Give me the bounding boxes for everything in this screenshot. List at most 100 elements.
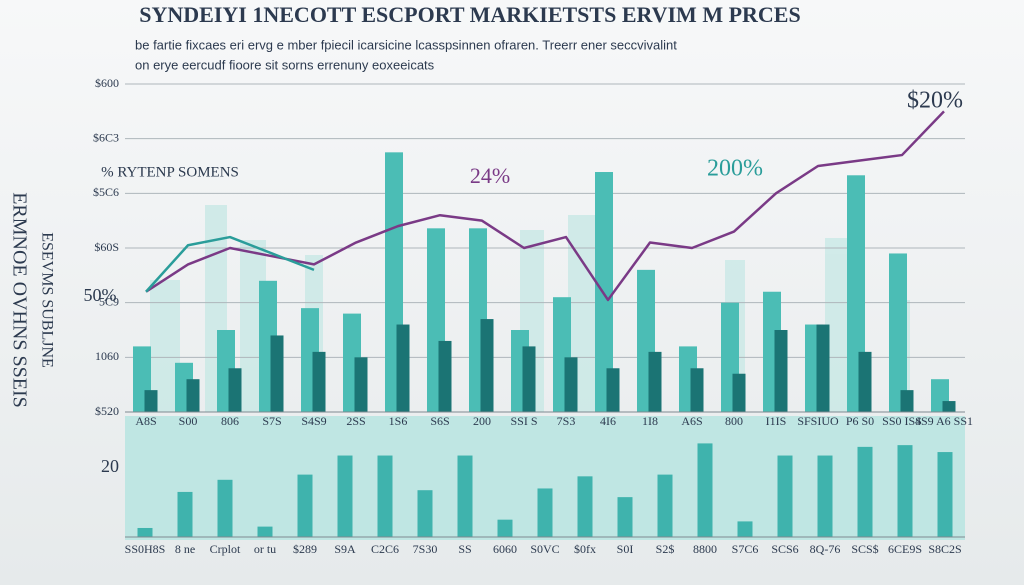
bar [186,379,200,412]
bar [657,474,673,537]
bar [144,390,158,412]
bar [889,253,907,412]
bar [606,368,620,412]
x-tick-label: S0I [617,542,634,556]
bar [396,324,410,412]
x-tick-label: A6S [681,414,702,428]
x-tick-label: 7S3 [557,414,576,428]
x-tick-label: 2SS [346,414,365,428]
annotation: 24% [470,163,510,188]
bar [817,455,833,537]
annotation: $20% [907,88,963,114]
bar [777,455,793,537]
bar [457,455,473,537]
annotation: 200% [707,156,763,182]
bar [177,491,193,537]
x-tick-label: S4S9 [301,414,326,428]
bar [537,488,553,537]
bar [297,474,313,537]
bar [897,445,913,537]
annotation: 50% [84,285,117,305]
bar [257,526,273,537]
y-tick-label: $600 [95,76,119,90]
bar [337,455,353,537]
y-tick-label: 1060 [95,349,119,363]
line [145,110,945,302]
bar [737,521,753,537]
subtitle: be fartie fixcaes eri ervg e mber fpieci… [135,37,677,52]
y-tick-label: 5C9 [99,294,119,308]
x-tick-label: I1IS [766,414,787,428]
x-tick-label: 8Q-76 [810,542,841,556]
x-tick-label: 1I8 [642,414,658,428]
x-tick-label: S00 [179,414,198,428]
bar [354,357,368,412]
x-tick-label: or tu [254,542,276,556]
x-tick-label: S7S [262,414,281,428]
x-tick-label: SS [458,542,471,556]
x-tick-label: Crplot [210,542,241,556]
x-tick-label: S2$ [656,542,675,556]
bar [417,490,433,537]
bar [522,346,536,412]
x-tick-label: 200 [473,414,491,428]
bar [858,351,872,412]
subtitle: on erye eercudf fioore sit sorns errenun… [135,57,435,72]
x-tick-label: 800 [725,414,743,428]
y-tick-label: $60S [94,240,119,254]
x-tick-label: SFSIUO [797,414,839,428]
bar [648,351,662,412]
x-tick-label: 7S30 [413,542,438,556]
bar [217,479,233,537]
bar [480,319,494,412]
bar [564,357,578,412]
bar [816,324,830,412]
bar [690,368,704,412]
bar [228,368,242,412]
chart-title: SYNDEIYI 1NECOTT ESCPORT MARKIETSTS ERVI… [139,2,800,27]
bar [857,446,873,537]
x-tick-label: SCS$ [851,542,878,556]
x-tick-label: S0VC [530,542,559,556]
x-tick-label: 806 [221,414,239,428]
y-axis-label: ERMNOE OVHNS SSEIS [8,192,30,408]
x-tick-label: SSI S [510,414,537,428]
bar [312,351,326,412]
x-tick-label: S7C6 [732,542,759,556]
annotation: % RYTENP SOMENS [101,164,239,180]
bar [937,452,953,537]
bar [697,443,713,537]
bar [270,335,284,412]
x-tick-label: 1S6 [389,414,408,428]
x-tick-label: SS0 ISS [882,414,922,428]
bar [732,373,746,412]
y-axis-sublabel: ESEVMS SUBLJNE [38,232,55,368]
x-tick-label: A8S [135,414,156,428]
line [145,235,315,293]
bar [377,455,393,537]
bar [774,330,788,412]
y-tick-label: $520 [95,404,119,418]
x-tick-label: S9A [334,542,356,556]
x-tick-label: $289 [293,542,317,556]
y-tick-label: $6C3 [93,130,119,144]
bar [497,519,513,537]
x-tick-label: 8800 [693,542,717,556]
bar [577,476,593,537]
bar [617,497,633,537]
bar [942,401,956,412]
x-tick-label: S8C2S [928,542,961,556]
y-tick-label: 20 [101,456,119,476]
x-tick-label: SS0H8S [125,542,166,556]
x-tick-label: 4I6 [600,414,616,428]
y-tick-label: $5C6 [93,185,119,199]
x-tick-label: P6 S0 [846,414,874,428]
x-tick-label: 6CE9S [888,542,922,556]
x-tick-label: 6060 [493,542,517,556]
x-tick-label: SCS6 [771,542,798,556]
x-tick-label: 4S9 A6 SS1 [915,414,973,428]
x-tick-label: S6S [430,414,449,428]
x-tick-label: $0fx [574,542,596,556]
x-tick-label: 8 ne [175,542,195,556]
